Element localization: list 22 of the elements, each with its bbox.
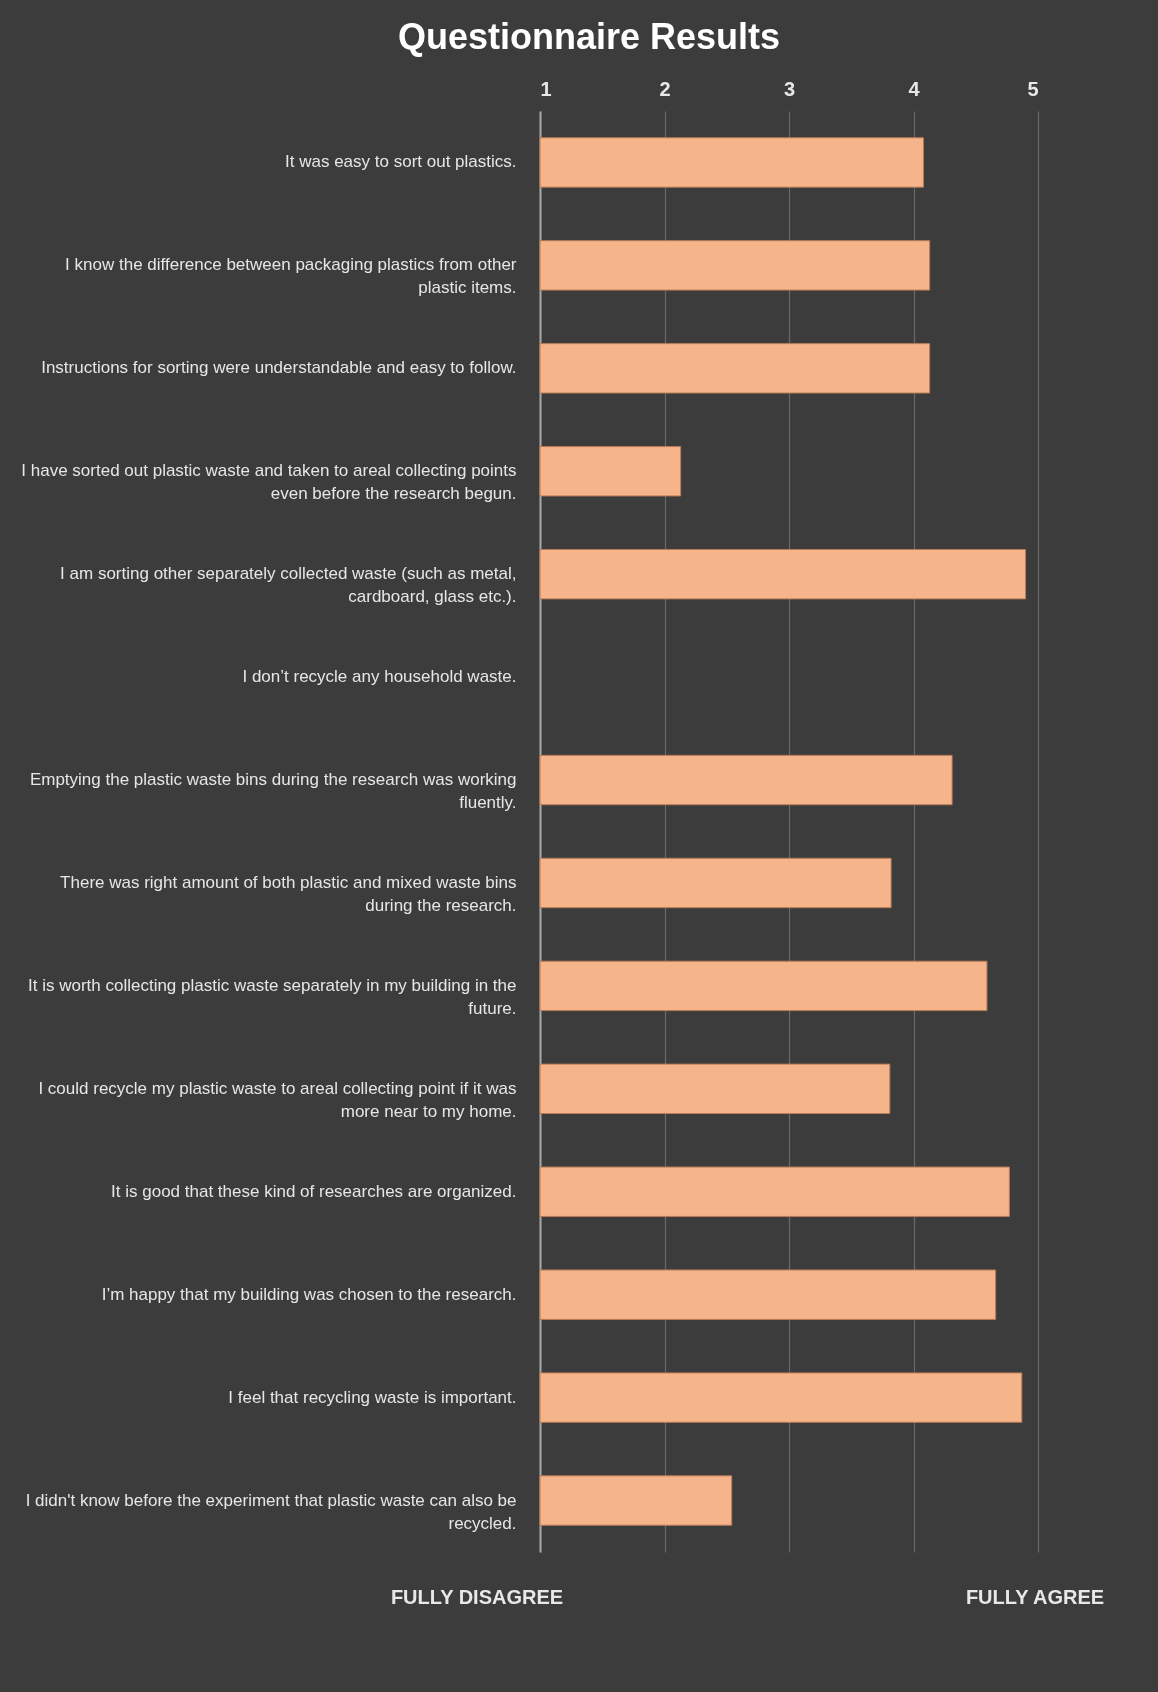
y-tick-label: I could recycle my plastic waste to areal collecting point if it was more near to my home.	[38, 1078, 517, 1121]
text: FULLY DISAGREE	[390, 1586, 564, 1608]
y-tick-label: I have sorted out plastic waste and taken to areal collecting points even before the research begun.	[21, 461, 517, 504]
x-tick-label: 5	[1027, 77, 1039, 100]
y-tick-label: I feel that recycling waste is important.	[228, 1387, 517, 1407]
y-tick-label: I know the difference between packaging plastics from other plastic items.	[65, 255, 517, 298]
x-tick-label: 3	[783, 77, 796, 100]
y-tick-label: I’m happy that my building was chosen to the research.	[101, 1284, 517, 1304]
x-tick-label: 4	[908, 77, 921, 100]
y-tick-label: It is good that these kind of researches are organized.	[111, 1181, 517, 1201]
text: FULLY AGREE	[965, 1586, 1105, 1608]
y-tick-label: There was right amount of both plastic and mixed waste bins during the research.	[60, 872, 517, 915]
x-tick-label: 1	[540, 77, 552, 100]
x-tick-label: 2	[659, 77, 671, 100]
y-tick-label: I don’t recycle any household waste.	[242, 667, 517, 687]
y-tick-label: It is worth collecting plastic waste separately in my building in the future.	[27, 975, 517, 1018]
y-tick-label: Instructions for sorting were understandable and easy to follow.	[41, 358, 517, 378]
y-tick-label: It was easy to sort out plastics.	[285, 152, 517, 172]
chart-title: Questionnaire Results	[397, 16, 781, 57]
y-tick-label: I am sorting other separately collected waste (such as metal, cardboard, glass etc.).	[60, 564, 517, 607]
y-tick-label: Emptying the plastic waste bins during the research was working fluently.	[29, 770, 517, 813]
y-tick-label: I didn't know before the experiment that plastic waste can also be recycled.	[25, 1490, 517, 1533]
